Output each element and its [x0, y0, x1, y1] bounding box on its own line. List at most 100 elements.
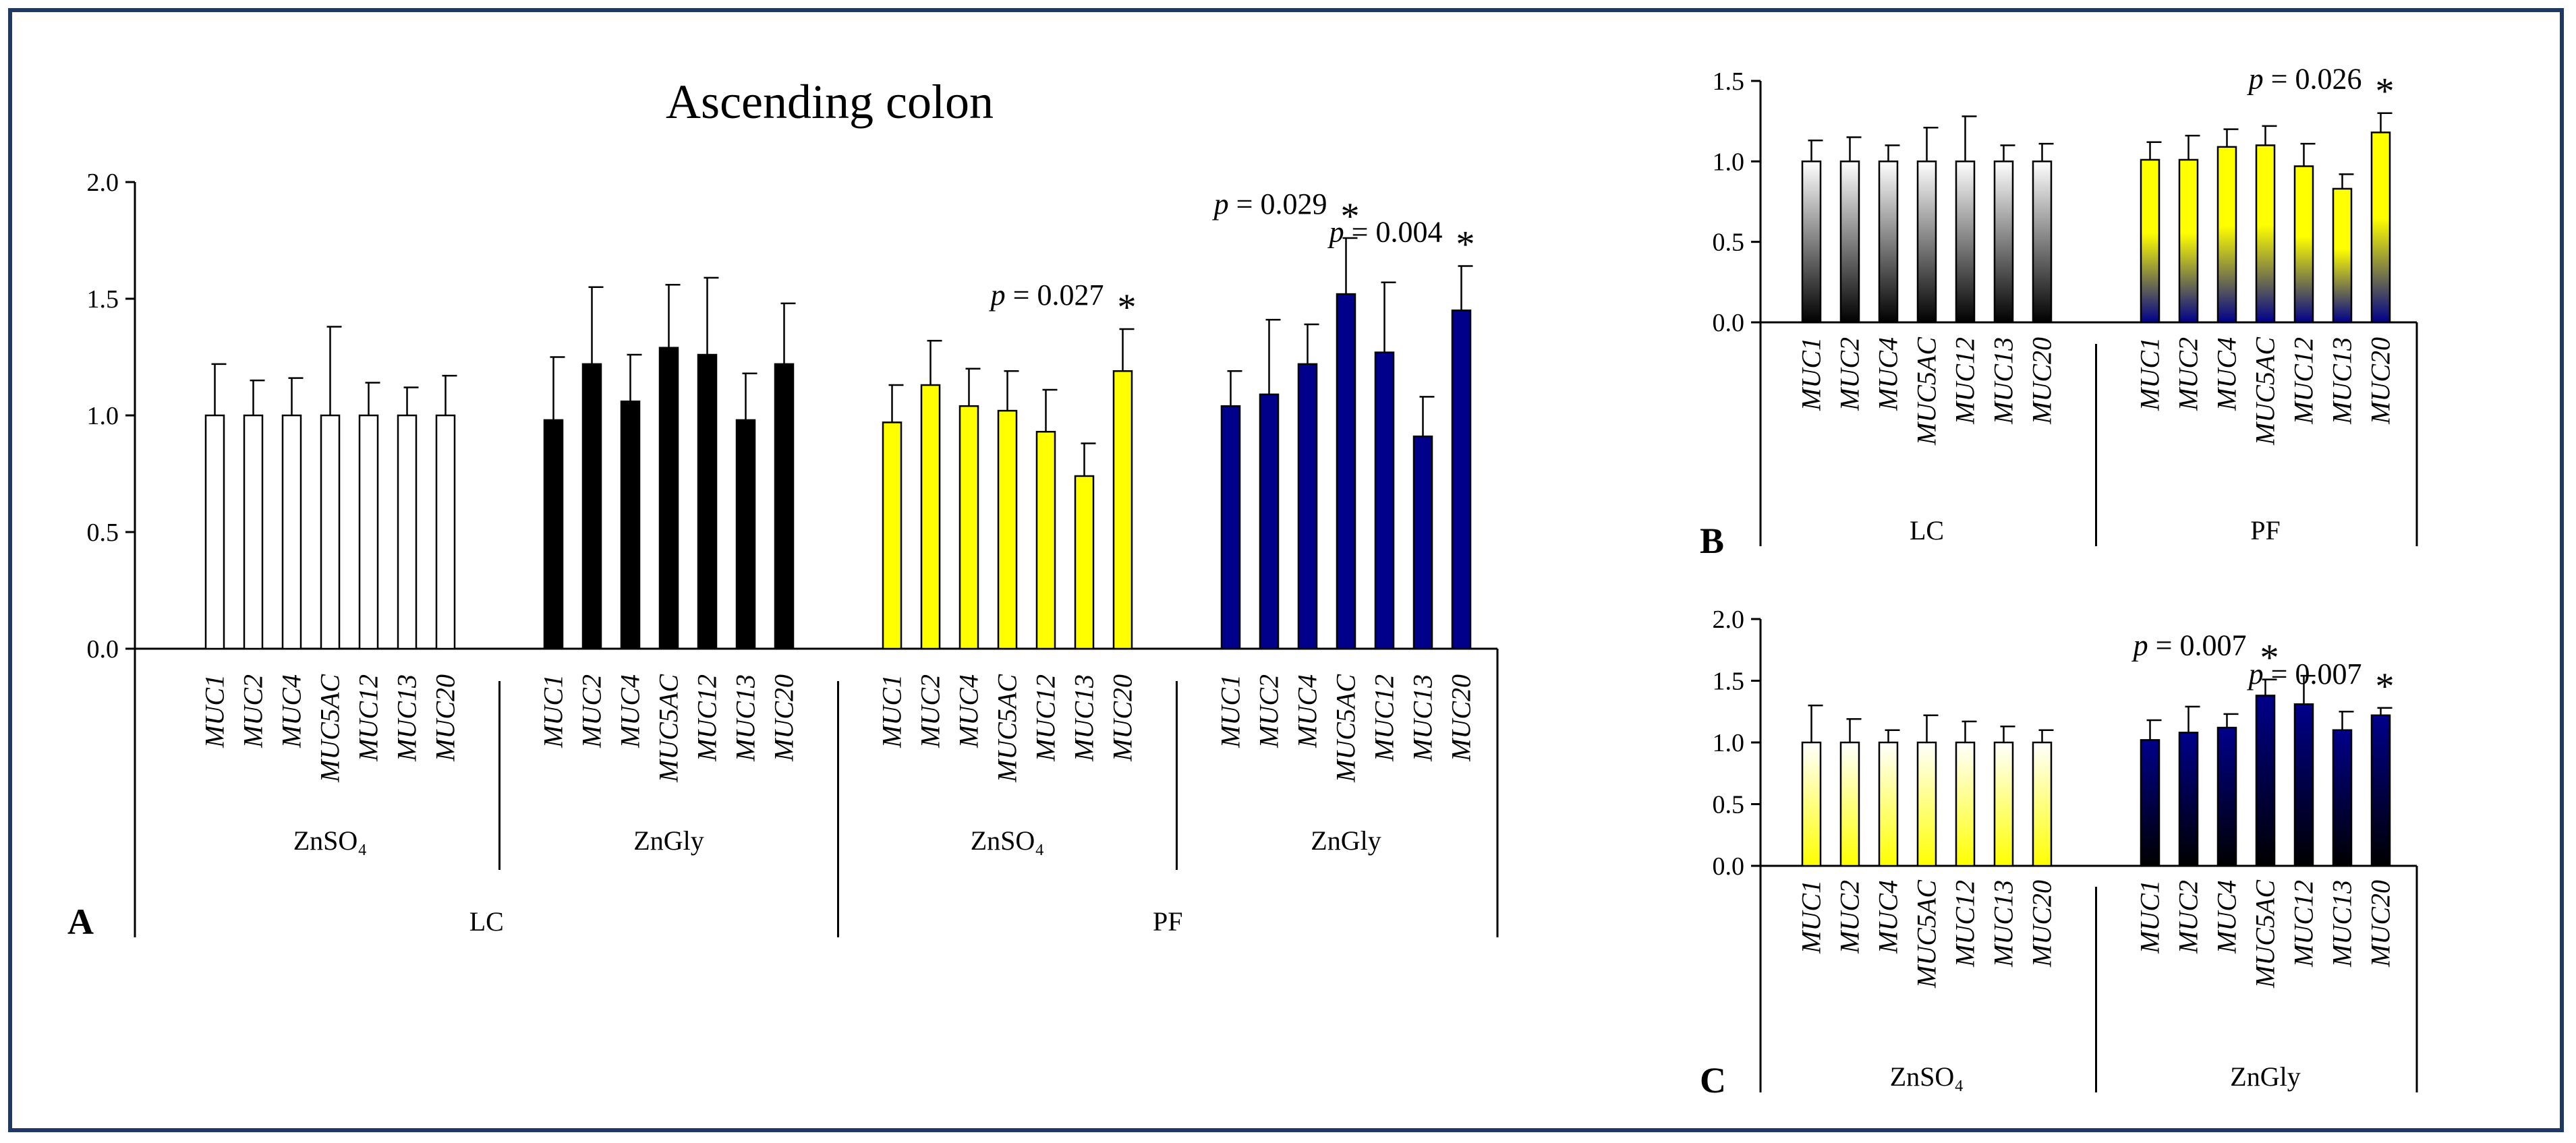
- bar: [320, 414, 341, 650]
- p-value-annotation: p = 0.007: [2247, 657, 2362, 691]
- category-label: MUC13: [1408, 674, 1438, 762]
- bar: [882, 421, 903, 650]
- category-label: MUC5AC: [1331, 674, 1361, 783]
- bar: [2332, 729, 2353, 867]
- y-tick-label: 1.5: [87, 285, 119, 314]
- category-label: MUC20: [1446, 674, 1477, 762]
- subgroup-label: ZnGly: [1311, 825, 1381, 856]
- group-label: LC: [1910, 515, 1944, 546]
- series-znso4-0: [204, 326, 457, 650]
- bar: [1955, 160, 1976, 324]
- category-label: MUC20: [769, 674, 799, 762]
- bar: [920, 384, 941, 650]
- bar: [543, 419, 564, 650]
- category-label: MUC1: [538, 674, 569, 749]
- category-label: MUC1: [2135, 337, 2165, 411]
- category-label: MUC4: [615, 674, 646, 749]
- category-label: MUC1: [877, 674, 907, 749]
- bar: [2216, 726, 2237, 867]
- category-label: MUC2: [1835, 337, 1865, 411]
- bar: [1878, 160, 1899, 324]
- bar: [2140, 739, 2160, 867]
- series-lc-0: [1801, 115, 2054, 324]
- p-value-annotation: p = 0.029: [1212, 187, 1327, 221]
- category-label: MUC5AC: [654, 674, 684, 783]
- subgroup-label: ZnSO₄: [293, 825, 368, 856]
- category-label: MUC20: [2027, 337, 2057, 425]
- p-value-annotation: p = 0.004: [1327, 216, 1443, 249]
- category-label: MUC12: [1950, 337, 1980, 425]
- category-label: MUC13: [2327, 880, 2357, 968]
- bar: [1374, 351, 1395, 650]
- group-label: PF: [2250, 515, 2281, 546]
- p-value-annotation: p = 0.027: [989, 279, 1104, 312]
- bar: [397, 414, 418, 650]
- chart-title: Ascending colon: [666, 75, 994, 129]
- series-znso4-2: [882, 328, 1135, 650]
- p-value: = 0.004: [1344, 216, 1443, 249]
- bar: [1112, 370, 1133, 650]
- chart-panel-c: 0.0 0.5 1.0 1.5 2.0 MUC1 MUC2 MUC4 MUC5AC MUC12 MU…: [1700, 606, 2418, 1101]
- y-tick-label: 0.0: [1713, 852, 1745, 881]
- significance-star: *: [2260, 637, 2279, 679]
- bar: [2255, 695, 2276, 867]
- bar: [358, 414, 379, 650]
- bar: [1035, 430, 1056, 650]
- bar: [2332, 187, 2353, 324]
- chart-panel-b: 0.0 0.5 1.0 1.5 MUC1 MUC2 MUC4 MUC5AC MUC12 MUC13…: [1700, 63, 2418, 561]
- top-group-label: PF: [1153, 906, 1183, 937]
- y-tick-label: 0.0: [1713, 309, 1745, 337]
- bar: [697, 353, 718, 650]
- category-label: MUC13: [2327, 337, 2357, 425]
- bar: [204, 414, 225, 650]
- p-value: = 0.007: [2264, 657, 2362, 691]
- p-value-annotation: p = 0.026: [2247, 63, 2362, 96]
- y-tick-label: 2.0: [87, 169, 119, 197]
- subgroup-label: ZnGly: [633, 825, 704, 856]
- y-tick-label: 0.5: [87, 519, 119, 547]
- top-group-label: LC: [469, 906, 504, 937]
- category-label: MUC12: [1950, 880, 1980, 968]
- category-label: MUC2: [1254, 674, 1284, 749]
- y-tick-label: 2.0: [1713, 606, 1745, 634]
- bar: [243, 414, 264, 650]
- y-tick-label: 0.5: [1713, 229, 1745, 257]
- y-tick-label: 1.0: [87, 402, 119, 430]
- bar: [2178, 732, 2199, 867]
- category-label: MUC2: [238, 674, 268, 749]
- p-symbol: p: [989, 279, 1006, 312]
- category-label: MUC1: [1215, 674, 1246, 749]
- bar: [658, 347, 679, 650]
- category-label: MUC13: [1988, 880, 2019, 968]
- category-label: MUC12: [692, 674, 722, 762]
- panel-label: B: [1700, 521, 1724, 561]
- bar: [2370, 714, 2391, 867]
- p-symbol: p: [1212, 187, 1229, 221]
- series-pf-1: [2140, 112, 2393, 324]
- category-label: MUC1: [1796, 880, 1827, 954]
- bar: [1220, 405, 1241, 650]
- series-zngly-3: [1220, 237, 1473, 650]
- group-label: ZnGly: [2230, 1061, 2300, 1092]
- bar: [2032, 160, 2053, 324]
- y-tick-label: 1.5: [1713, 668, 1745, 696]
- figure-frame: [8, 8, 2564, 1132]
- category-label: MUC20: [2366, 880, 2396, 968]
- bar: [1801, 160, 1822, 324]
- category-label: MUC2: [2173, 337, 2204, 411]
- category-label: MUC5AC: [1912, 879, 1942, 989]
- bar: [2032, 741, 2053, 867]
- category-label: MUC4: [954, 674, 984, 749]
- p-value: = 0.027: [1006, 279, 1104, 312]
- significance-star: *: [1118, 287, 1137, 328]
- bar: [620, 400, 641, 650]
- bar: [2370, 131, 2391, 324]
- significance-star: *: [2376, 666, 2395, 707]
- category-label: MUC2: [1835, 880, 1865, 954]
- category-label: MUC5AC: [2250, 336, 2281, 446]
- category-label: MUC13: [1069, 674, 1099, 762]
- bar: [1993, 160, 2014, 324]
- category-label: MUC12: [2289, 337, 2319, 425]
- bar: [1451, 310, 1472, 650]
- category-label: MUC20: [1108, 674, 1138, 762]
